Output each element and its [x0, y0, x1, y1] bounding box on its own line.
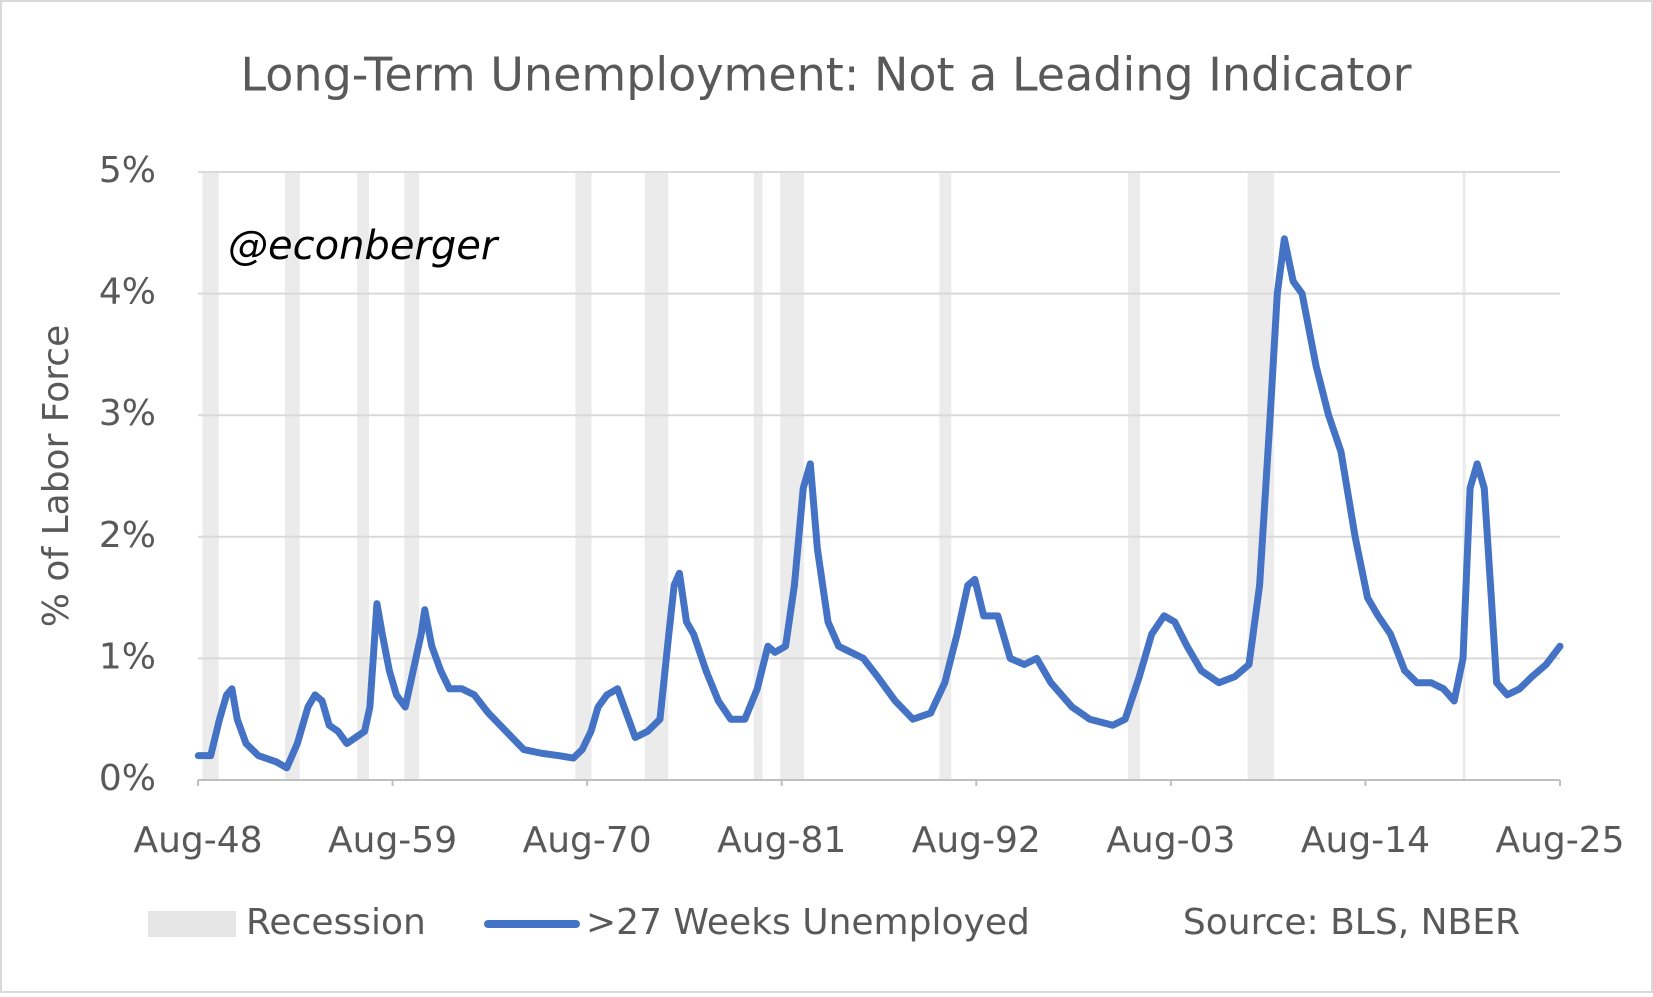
x-tick-label: Aug-48: [133, 820, 262, 861]
x-tick-label: Aug-81: [717, 820, 846, 861]
recession-band: [1462, 172, 1466, 780]
recession-band: [284, 172, 300, 780]
y-tick-label: 3%: [99, 393, 156, 434]
legend-swatch: [148, 911, 236, 937]
source-note: Source: BLS, NBER: [1183, 902, 1520, 943]
x-tick-label: Aug-25: [1495, 820, 1624, 861]
recession-band: [753, 172, 763, 780]
x-tick-label: Aug-70: [523, 820, 652, 861]
series-line: [194, 235, 1564, 772]
recession-band: [357, 172, 369, 780]
x-tick-label: Aug-59: [328, 820, 457, 861]
y-tick-label: 0%: [99, 758, 156, 799]
recession-band: [404, 172, 420, 780]
recession-band: [939, 172, 952, 780]
recession-band: [1247, 172, 1275, 780]
y-tick-label: 5%: [99, 150, 156, 191]
x-tick-label: Aug-03: [1106, 820, 1235, 861]
recession-band: [575, 172, 592, 780]
x-tick-label: Aug-14: [1301, 820, 1430, 861]
y-tick-label: 1%: [99, 636, 156, 677]
y-tick-label: 2%: [99, 515, 156, 556]
recession-band: [202, 172, 219, 780]
y-axis-label: % of Labor Force: [36, 325, 77, 627]
recession-band: [780, 172, 804, 780]
legend-label: >27 Weeks Unemployed: [586, 902, 1030, 943]
x-tick-label: Aug-92: [912, 820, 1041, 861]
legend-label: Recession: [246, 902, 426, 943]
recession-band: [1128, 172, 1140, 780]
y-tick-label: 4%: [99, 272, 156, 313]
recession-band: [644, 172, 669, 780]
annotation: @econberger: [228, 223, 500, 269]
chart-title: Long-Term Unemployment: Not a Leading In…: [240, 48, 1411, 102]
